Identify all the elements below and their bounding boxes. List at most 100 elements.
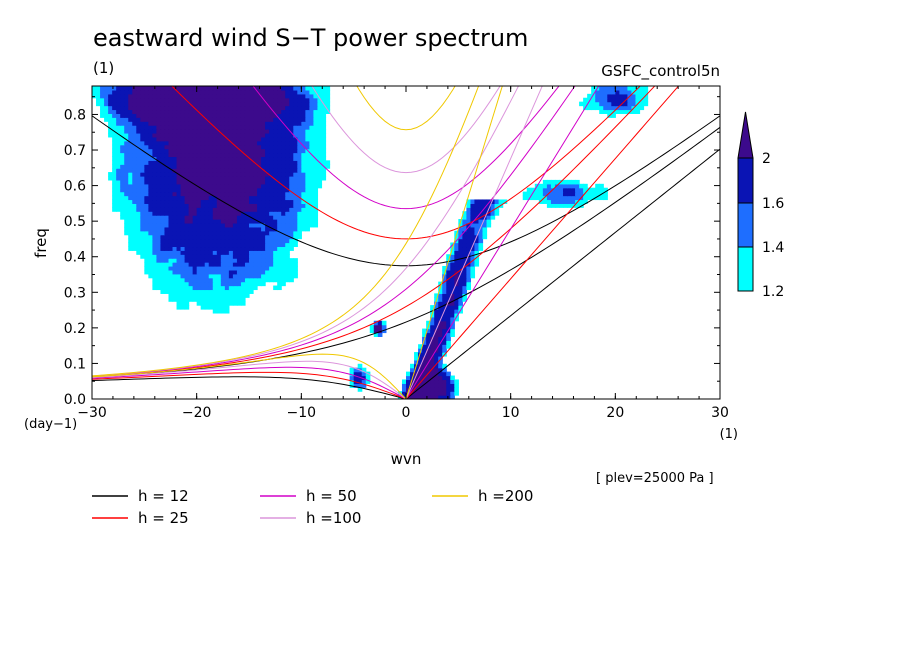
power-cell [236,148,242,154]
power-cell [257,199,262,204]
power-cell [208,117,214,122]
power-cell [317,89,323,95]
power-cell [168,156,174,161]
power-cell [212,132,218,138]
power-cell [140,105,145,111]
power-cell [152,277,158,283]
power-cell [220,187,226,193]
power-cell [160,230,166,236]
power-cell [583,183,588,189]
power-cell [434,320,439,326]
power-cell [176,175,182,181]
power-cell [426,395,431,399]
power-cell [253,117,258,122]
power-cell [297,93,302,99]
power-cell [611,113,616,118]
y-axis: 0.00.10.20.30.40.50.60.70.8 [64,96,720,408]
power-cell [192,250,198,255]
power-cell [200,121,206,126]
power-cell [224,211,230,216]
power-cell [277,109,282,114]
power-cell [132,172,137,177]
power-cell [212,226,218,232]
power-cell [454,305,459,310]
power-cell [353,375,359,381]
power-cell [164,156,170,161]
power-cell [438,363,443,369]
power-cell [418,395,423,399]
power-cell [208,93,214,99]
power-cell [305,226,310,232]
power-cell [591,105,596,111]
power-cell [301,222,306,228]
power-cell [200,132,206,138]
power-cell [462,238,467,244]
power-cell [144,164,149,169]
power-cell [269,187,274,193]
power-cell [297,113,302,118]
power-cell [156,97,162,103]
power-cell [470,269,476,275]
power-cell [265,215,270,220]
power-cell [136,250,141,255]
power-cell [228,222,234,228]
power-cell [184,156,190,161]
power-cell [438,383,443,388]
power-cell [595,187,600,193]
power-cell [293,265,298,271]
power-cell [204,195,210,201]
power-cell [313,132,319,138]
power-cell [228,156,234,161]
power-cell [591,187,596,193]
power-cell [140,254,145,259]
power-cell [373,332,379,337]
power-cell [305,191,310,197]
power-cell [285,234,290,240]
power-cell [172,258,178,263]
power-cell [434,332,439,337]
power-cell [124,86,129,91]
power-cell [369,328,375,334]
power-cell [144,250,149,255]
power-cell [100,113,105,118]
power-cell [208,254,214,259]
power-cell [591,97,596,103]
power-cell [277,164,282,169]
power-cell [406,387,411,392]
power-cell [184,144,190,150]
power-cell [204,144,210,150]
power-cell [148,250,153,255]
power-cell [152,125,158,130]
power-cell [156,226,162,232]
power-cell [196,254,202,259]
power-cell [619,109,624,114]
power-cell [180,152,186,158]
power-cell [128,191,133,197]
power-cell [466,222,472,228]
power-cell [317,109,323,114]
power-cell [277,191,282,197]
power-cell [321,113,327,118]
power-cell [128,172,133,177]
power-cell [281,211,286,216]
power-cell [526,195,532,201]
power-cell [301,148,306,154]
power-cell [132,136,137,142]
power-cell [196,219,202,224]
power-cell [184,293,190,298]
power-cell [454,309,459,314]
power-cell [208,140,214,146]
power-cell [325,93,331,99]
power-cell [192,207,198,212]
power-cell [285,258,290,263]
power-cell [281,168,286,173]
power-cell [120,101,125,107]
power-cell [285,97,290,103]
power-cell [309,211,315,216]
power-cell [200,273,206,279]
power-cell [176,305,182,310]
power-cell [446,395,451,399]
power-cell [164,269,170,275]
power-cell [244,136,250,142]
power-cell [261,89,266,95]
